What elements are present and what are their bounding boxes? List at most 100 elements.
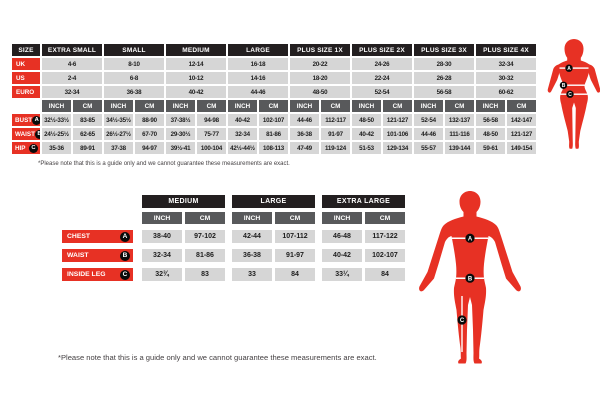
measure-cm-value: 67-70 bbox=[135, 128, 164, 140]
measure-cm-value: 121-127 bbox=[383, 114, 412, 126]
measure-cm-value: 62-65 bbox=[73, 128, 102, 140]
size-column-header: LARGE bbox=[228, 44, 288, 56]
region-size-value: 22-24 bbox=[352, 72, 412, 84]
unit-row-spacer bbox=[12, 100, 40, 112]
measure-inch-value: 46-48 bbox=[322, 230, 362, 243]
measure-cm-value: 94-97 bbox=[135, 142, 164, 154]
measure-cm-value: 112-117 bbox=[321, 114, 350, 126]
marker-badge: A bbox=[32, 115, 40, 125]
womens-size-table: SIZE EXTRA SMALL SMALL MEDIUM LARGE PLUS SIZE… bbox=[12, 44, 536, 154]
measure-cm-value: 81-86 bbox=[259, 128, 288, 140]
measure-inch-value: 48-50 bbox=[352, 114, 381, 126]
measure-cm-value: 89-91 bbox=[73, 142, 102, 154]
measure-inch-value: 32-34 bbox=[142, 249, 182, 262]
size-column-header: EXTRA LARGE bbox=[322, 195, 405, 208]
table-row: INCH CM INCH CM INCH CM bbox=[142, 212, 405, 225]
unit-header: CM bbox=[73, 100, 102, 112]
region-size-value: 4-6 bbox=[42, 58, 102, 70]
measure-cm-value: 129-134 bbox=[383, 142, 412, 154]
measure-cm-value: 107-112 bbox=[275, 230, 315, 243]
region-size-value: 10-12 bbox=[166, 72, 226, 84]
measure-inch-value: 40-42 bbox=[228, 114, 257, 126]
measure-inch-value: 34½-35½ bbox=[104, 114, 133, 126]
region-size-value: 56-58 bbox=[414, 86, 474, 98]
unit-header: CM bbox=[259, 100, 288, 112]
measure-inch-value: 44-46 bbox=[290, 114, 319, 126]
size-column-header: EXTRA SMALL bbox=[42, 44, 102, 56]
size-corner-label: SIZE bbox=[12, 44, 40, 56]
measure-cm-value: 84 bbox=[365, 268, 405, 281]
measure-inch-value: 55-57 bbox=[414, 142, 443, 154]
inside-leg-marker-badge: C bbox=[457, 315, 467, 325]
unit-header: INCH bbox=[142, 212, 182, 224]
unit-header: CM bbox=[275, 212, 315, 224]
measure-label-text: HIP bbox=[15, 144, 26, 152]
measure-cm-value: 97-102 bbox=[185, 230, 225, 243]
measure-cm-value: 142-147 bbox=[507, 114, 536, 126]
region-size-value: 60-62 bbox=[476, 86, 536, 98]
measure-label-text: WAIST bbox=[15, 130, 35, 138]
svg-text:B: B bbox=[468, 276, 473, 282]
region-size-value: 52-54 bbox=[352, 86, 412, 98]
unit-header: INCH bbox=[414, 100, 443, 112]
measure-cm-value: 94-98 bbox=[197, 114, 226, 126]
measure-inch-value: 56-58 bbox=[476, 114, 505, 126]
region-size-value: 20-22 bbox=[290, 58, 350, 70]
unit-header: CM bbox=[321, 100, 350, 112]
region-size-value: 28-30 bbox=[414, 58, 474, 70]
region-row-label: EURO bbox=[12, 86, 40, 98]
measure-inch-value: 39½-41 bbox=[166, 142, 195, 154]
unit-header: INCH bbox=[104, 100, 133, 112]
unit-header: INCH bbox=[322, 212, 362, 224]
measure-inch-value: 59-61 bbox=[476, 142, 505, 154]
table-row: MEDIUM LARGE EXTRA LARGE bbox=[142, 195, 412, 208]
unit-header: INCH bbox=[228, 100, 257, 112]
svg-text:B: B bbox=[562, 83, 566, 89]
measure-cm-value: 121-127 bbox=[507, 128, 536, 140]
chest-marker-badge: A bbox=[465, 233, 475, 243]
svg-text:A: A bbox=[468, 236, 473, 242]
measure-row-label: INSIDE LEG C bbox=[62, 268, 133, 281]
size-column-header: PLUS SIZE 1X bbox=[290, 44, 350, 56]
measure-row-label: HIP C bbox=[12, 142, 40, 154]
measure-inch-value: 35-36 bbox=[42, 142, 71, 154]
women-footnote: *Please note that this is a guide only a… bbox=[38, 161, 290, 167]
measure-cm-value: 83 bbox=[185, 268, 225, 281]
measure-inch-value: 51-53 bbox=[352, 142, 381, 154]
unit-header: CM bbox=[445, 100, 474, 112]
size-column-header: MEDIUM bbox=[142, 195, 225, 208]
table-row: WAIST B 32-34 81-86 36-38 91-97 40-42 102-107 bbox=[62, 249, 405, 262]
measure-label-text: WAIST bbox=[67, 252, 89, 259]
measure-inch-value: 26½-27½ bbox=[104, 128, 133, 140]
region-size-value: 32-34 bbox=[476, 58, 536, 70]
measure-cm-value: 91-97 bbox=[275, 249, 315, 262]
marker-badge: B bbox=[120, 250, 130, 261]
unit-header: INCH bbox=[290, 100, 319, 112]
region-size-value: 26-28 bbox=[414, 72, 474, 84]
marker-badge: A bbox=[120, 231, 130, 242]
measure-row-label: CHEST A bbox=[62, 230, 133, 243]
unit-header: INCH bbox=[352, 100, 381, 112]
region-row-label: US bbox=[12, 72, 40, 84]
region-size-value: 44-46 bbox=[228, 86, 288, 98]
measure-cm-value: 149-154 bbox=[507, 142, 536, 154]
measure-label-text: INSIDE LEG bbox=[67, 271, 106, 278]
measure-cm-value: 84 bbox=[275, 268, 315, 281]
region-size-value: 6-8 bbox=[104, 72, 164, 84]
region-size-value: 32-34 bbox=[42, 86, 102, 98]
unit-header: INCH bbox=[232, 212, 272, 224]
measure-cm-value: 102-107 bbox=[259, 114, 288, 126]
size-column-header: PLUS SIZE 3X bbox=[414, 44, 474, 56]
measure-cm-value: 119-124 bbox=[321, 142, 350, 154]
unit-header: CM bbox=[135, 100, 164, 112]
measure-cm-value: 100-104 bbox=[197, 142, 226, 154]
measure-cm-value: 88-90 bbox=[135, 114, 164, 126]
svg-text:A: A bbox=[567, 66, 571, 72]
table-row: CHEST A 38-40 97-102 42-44 107-112 46-48 117-12… bbox=[62, 230, 405, 243]
measure-inch-value: 32-34 bbox=[228, 128, 257, 140]
unit-header: INCH bbox=[476, 100, 505, 112]
region-size-value: 18-20 bbox=[290, 72, 350, 84]
measure-cm-value: 83-85 bbox=[73, 114, 102, 126]
measure-inch-value: 38-40 bbox=[142, 230, 182, 243]
size-column-header: LARGE bbox=[232, 195, 315, 208]
